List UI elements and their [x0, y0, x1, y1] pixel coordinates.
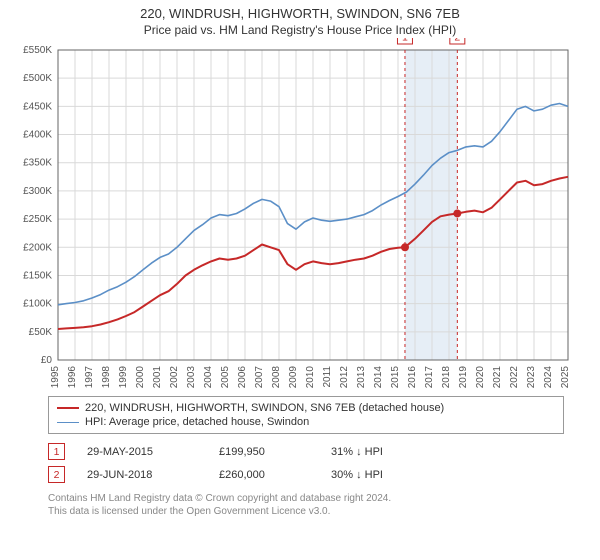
chart-subtitle: Price paid vs. HM Land Registry's House … — [0, 23, 600, 39]
svg-text:1997: 1997 — [84, 366, 95, 388]
legend-item: HPI: Average price, detached house, Swin… — [57, 415, 555, 429]
legend-label: 220, WINDRUSH, HIGHWORTH, SWINDON, SN6 7… — [85, 402, 444, 414]
svg-text:2014: 2014 — [373, 366, 384, 388]
svg-text:2003: 2003 — [186, 366, 197, 388]
svg-text:2017: 2017 — [424, 366, 435, 388]
svg-text:£200K: £200K — [23, 243, 52, 254]
marker-price: £199,950 — [219, 446, 309, 458]
svg-text:2020: 2020 — [475, 366, 486, 388]
marker-number-box: 1 — [48, 443, 65, 460]
svg-text:£450K: £450K — [23, 102, 52, 113]
legend-swatch — [57, 407, 79, 409]
svg-text:2009: 2009 — [288, 366, 299, 388]
svg-text:1999: 1999 — [118, 366, 129, 388]
svg-text:2005: 2005 — [220, 366, 231, 388]
svg-text:£100K: £100K — [23, 299, 52, 310]
svg-text:2011: 2011 — [322, 366, 333, 388]
footer-line2: This data is licensed under the Open Gov… — [48, 505, 564, 518]
legend-item: 220, WINDRUSH, HIGHWORTH, SWINDON, SN6 7… — [57, 401, 555, 415]
marker-table: 1 29-MAY-2015 £199,950 31% ↓ HPI 2 29-JUN-201… — [48, 440, 564, 486]
chart-titles: 220, WINDRUSH, HIGHWORTH, SWINDON, SN6 7… — [0, 0, 600, 38]
svg-text:2019: 2019 — [458, 366, 469, 388]
legend-swatch — [57, 422, 79, 423]
legend-label: HPI: Average price, detached house, Swin… — [85, 416, 309, 428]
svg-text:2001: 2001 — [152, 366, 163, 388]
svg-text:2023: 2023 — [526, 366, 537, 388]
svg-text:£0: £0 — [41, 355, 53, 366]
svg-text:1996: 1996 — [67, 366, 78, 388]
footer-attribution: Contains HM Land Registry data © Crown c… — [48, 492, 564, 518]
svg-text:2022: 2022 — [509, 366, 520, 388]
svg-text:2007: 2007 — [254, 366, 265, 388]
svg-text:2006: 2006 — [237, 366, 248, 388]
svg-text:£500K: £500K — [23, 74, 52, 85]
svg-text:2012: 2012 — [339, 366, 350, 388]
svg-text:£250K: £250K — [23, 215, 52, 226]
svg-text:2: 2 — [454, 38, 460, 44]
svg-text:2000: 2000 — [135, 366, 146, 388]
svg-text:2018: 2018 — [441, 366, 452, 388]
svg-text:2025: 2025 — [560, 366, 571, 388]
marker-diff: 31% ↓ HPI — [331, 446, 421, 458]
marker-date: 29-JUN-2018 — [87, 469, 197, 481]
svg-text:2015: 2015 — [390, 366, 401, 388]
chart-area: £0 £50K £100K £150K £200K £250K £300K £350K £400… — [10, 38, 590, 388]
legend: 220, WINDRUSH, HIGHWORTH, SWINDON, SN6 7… — [48, 396, 564, 434]
svg-text:2013: 2013 — [356, 366, 367, 388]
marker-number-box: 2 — [48, 466, 65, 483]
svg-text:2008: 2008 — [271, 366, 282, 388]
svg-text:2024: 2024 — [543, 366, 554, 388]
marker-diff: 30% ↓ HPI — [331, 469, 421, 481]
marker-row: 1 29-MAY-2015 £199,950 31% ↓ HPI — [48, 440, 564, 463]
svg-text:£550K: £550K — [23, 45, 52, 56]
svg-text:£150K: £150K — [23, 271, 52, 282]
svg-text:2010: 2010 — [305, 366, 316, 388]
svg-text:2004: 2004 — [203, 366, 214, 388]
marker-row: 2 29-JUN-2018 £260,000 30% ↓ HPI — [48, 463, 564, 486]
svg-text:£50K: £50K — [29, 327, 53, 338]
marker-date: 29-MAY-2015 — [87, 446, 197, 458]
svg-text:£300K: £300K — [23, 186, 52, 197]
marker-price: £260,000 — [219, 469, 309, 481]
svg-text:£350K: £350K — [23, 158, 52, 169]
svg-text:£400K: £400K — [23, 130, 52, 141]
chart-title: 220, WINDRUSH, HIGHWORTH, SWINDON, SN6 7… — [0, 6, 600, 23]
chart-svg: £0 £50K £100K £150K £200K £250K £300K £350K £400… — [10, 38, 590, 388]
svg-text:2021: 2021 — [492, 366, 503, 388]
svg-text:1: 1 — [402, 38, 408, 44]
svg-text:2016: 2016 — [407, 366, 418, 388]
svg-text:1995: 1995 — [50, 366, 61, 388]
svg-text:1998: 1998 — [101, 366, 112, 388]
svg-text:2002: 2002 — [169, 366, 180, 388]
footer-line1: Contains HM Land Registry data © Crown c… — [48, 492, 564, 505]
